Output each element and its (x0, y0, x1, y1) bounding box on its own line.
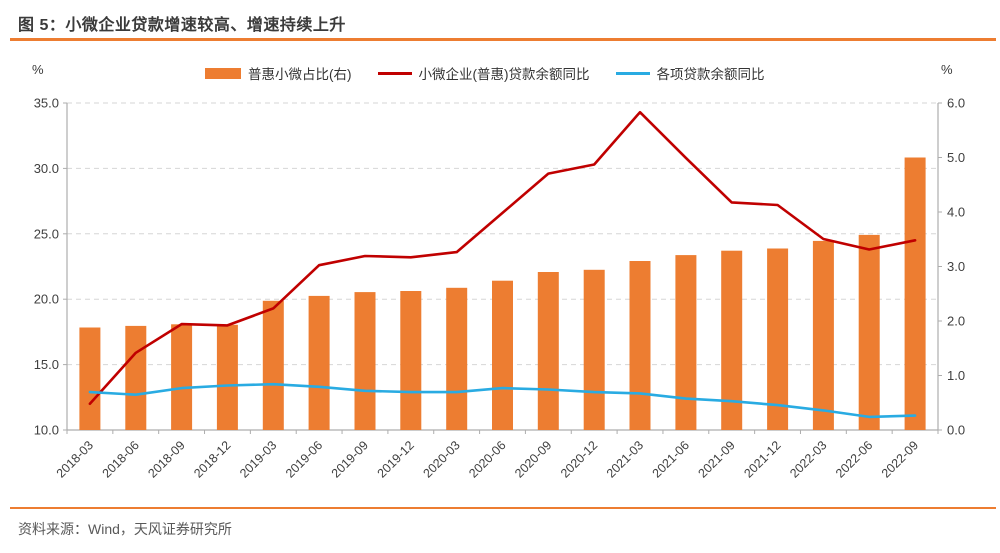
right-axis-tick-label: 4.0 (947, 205, 965, 220)
bar-2022-06 (858, 234, 880, 430)
legend-item-red-line: 小微企业(普惠)贷款余额同比 (377, 63, 590, 83)
legend-label-bar-series: 普惠小微占比(右) (248, 67, 352, 82)
x-tick-label: 2018-12 (191, 438, 233, 480)
x-tick-label: 2020-12 (558, 438, 600, 480)
right-axis-tick-label: 0.0 (947, 423, 965, 438)
x-tick-label: 2019-06 (283, 438, 325, 480)
right-axis-tick-label: 5.0 (947, 150, 965, 165)
x-tick-label: 2018-09 (145, 438, 187, 480)
figure-title: 图 5：小微企业贷款增速较高、增速持续上升 (18, 17, 346, 34)
bar-2021-12 (767, 248, 789, 430)
x-tick-label: 2018-03 (54, 438, 96, 480)
x-tick-label: 2019-09 (329, 438, 371, 480)
bar-2020-03 (446, 287, 468, 430)
bar-2021-06 (675, 255, 697, 430)
blue-line-swatch-icon (615, 71, 650, 75)
right-axis-tick-label: 3.0 (947, 259, 965, 274)
footer-divider (10, 507, 996, 509)
bar-2020-06 (492, 280, 513, 430)
bar-2019-03 (262, 300, 284, 430)
legend-label-blue-line: 各项贷款余额同比 (656, 67, 765, 82)
combo-chart-canvas: 10.0 15.0 20.0 25.0 30.0 35.0 0.0 1.0 2.0 3.0 4.0 5… (34, 96, 965, 481)
x-tick-label: 2020-03 (420, 438, 462, 480)
bar-2019-06 (308, 295, 330, 430)
x-tick-label: 2021-09 (695, 438, 737, 480)
left-axis-tick-label: 15.0 (34, 357, 59, 372)
bar-2021-03 (629, 261, 651, 430)
bar-2020-09 (537, 272, 559, 430)
x-tick-label: 2019-03 (237, 438, 279, 480)
bar-2022-09 (904, 157, 926, 430)
x-tick-label: 2022-09 (879, 438, 921, 480)
bar-2018-09 (171, 324, 193, 430)
x-tick-label: 2020-06 (466, 438, 508, 480)
red-line-swatch-icon (377, 71, 412, 75)
right-axis-tick-label: 6.0 (947, 96, 965, 111)
x-tick-label: 2022-03 (787, 438, 829, 480)
left-axis-tick-label: 30.0 (34, 161, 59, 176)
x-tick-label: 2020-09 (512, 438, 554, 480)
blue-line (88, 382, 917, 419)
chart-legend: 普惠小微占比(右) 小微企业(普惠)贷款余额同比 各项贷款余额同比 (205, 63, 765, 83)
left-axis-tick-label: 20.0 (34, 292, 59, 307)
bar-2022-03 (812, 240, 834, 430)
bar-2020-12 (583, 269, 605, 430)
right-axis-unit: % (941, 62, 953, 77)
left-axis-unit: % (32, 62, 44, 77)
bar-2019-12 (400, 291, 422, 430)
left-axis-tick-label: 25.0 (34, 226, 59, 241)
x-tick-label: 2021-12 (741, 438, 783, 480)
right-axis-tick-label: 1.0 (947, 368, 965, 383)
legend-item-bar-series: 普惠小微占比(右) (205, 63, 352, 83)
legend-item-blue-line: 各项贷款余额同比 (615, 63, 765, 83)
x-tick-label: 2021-06 (650, 438, 692, 480)
red-line (88, 110, 917, 406)
bar-2018-06 (125, 325, 147, 430)
left-axis-tick-label: 35.0 (34, 96, 59, 111)
bar-2018-12 (216, 324, 238, 430)
bar-2019-09 (354, 292, 376, 430)
bar-2021-09 (721, 250, 743, 430)
x-tick-label: 2022-06 (833, 438, 875, 480)
bar-2018-03 (79, 327, 101, 430)
bar-series-swatch-icon (205, 67, 241, 79)
x-tick-label: 2018-06 (100, 438, 142, 480)
right-axis-tick-label: 2.0 (947, 314, 965, 329)
title-underline (10, 38, 996, 41)
x-tick-label: 2019-12 (375, 438, 417, 480)
x-tick-label: 2021-03 (604, 438, 646, 480)
source-note: 资料来源：Wind，天风证券研究所 (18, 521, 232, 537)
legend-label-red-line: 小微企业(普惠)贷款余额同比 (418, 67, 590, 82)
left-axis-tick-label: 10.0 (34, 423, 59, 438)
